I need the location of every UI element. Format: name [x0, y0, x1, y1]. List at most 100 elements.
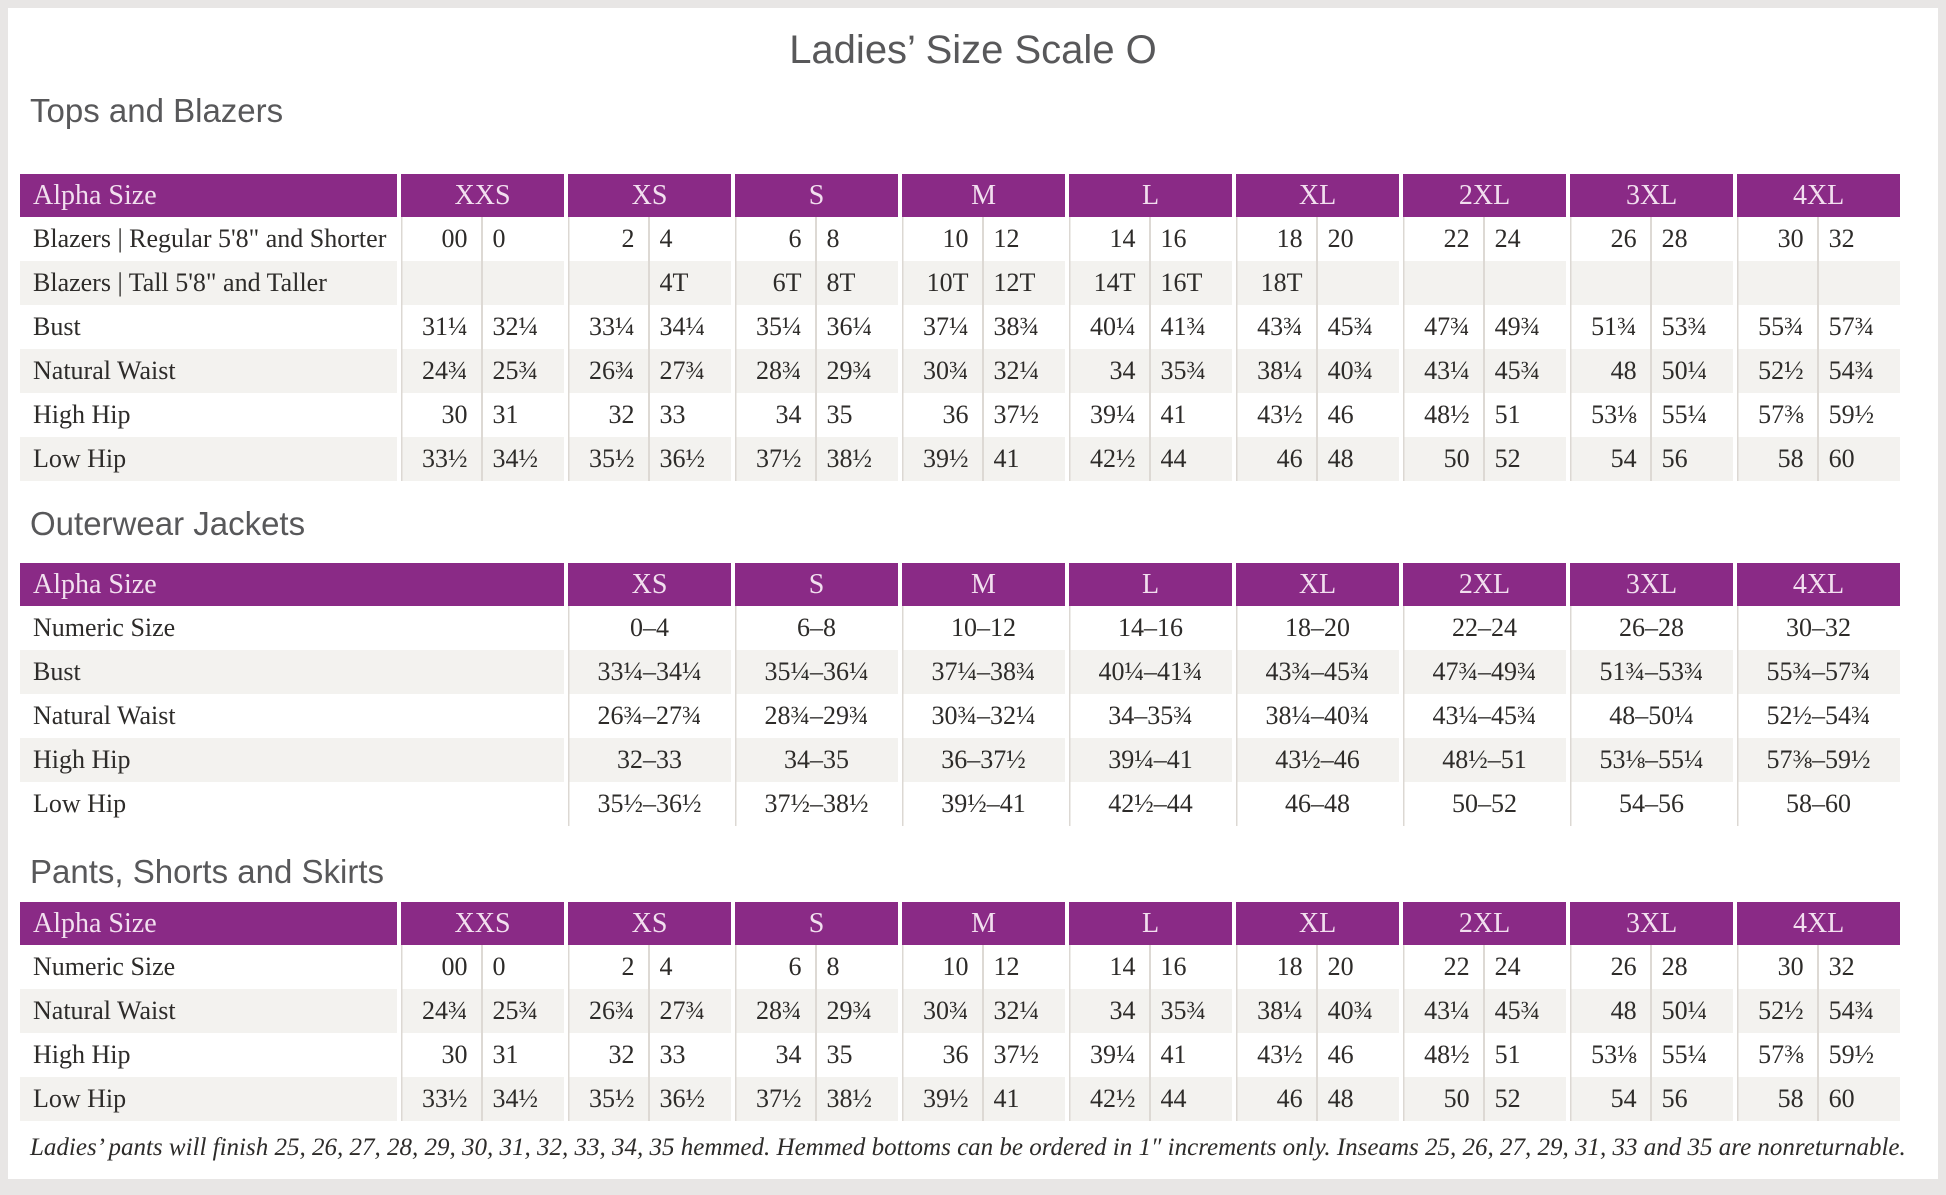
- size-value-cell: 8: [814, 217, 899, 261]
- size-value-cell: 27¾: [647, 349, 732, 393]
- size-value-cell: [1566, 261, 1650, 305]
- size-value-cell: 52: [1482, 1077, 1567, 1121]
- size-value-cell: 8T: [814, 261, 899, 305]
- size-value-cell: 45¾: [1315, 305, 1400, 349]
- size-value-cell: 33½: [397, 437, 481, 481]
- size-value-cell: 32: [564, 1033, 648, 1077]
- size-value-cell: 48½–51: [1399, 738, 1566, 782]
- size-value-cell: 48½: [1399, 1033, 1483, 1077]
- size-value-cell: 31¼: [397, 305, 481, 349]
- size-value-cell: 52: [1482, 437, 1567, 481]
- size-value-cell: 38¼–40¾: [1232, 694, 1399, 738]
- size-value-cell: 49¾: [1482, 305, 1567, 349]
- size-value-cell: 50¼: [1649, 349, 1734, 393]
- size-value-cell: 28: [1649, 217, 1734, 261]
- size-value-cell: 32: [564, 393, 648, 437]
- size-column-header: L: [1065, 902, 1233, 945]
- size-value-cell: 34¼: [647, 305, 732, 349]
- size-value-cell: 45¾: [1482, 349, 1567, 393]
- size-value-cell: 47¾: [1399, 305, 1483, 349]
- size-value-cell: 34½: [480, 1077, 565, 1121]
- size-value-cell: 30: [397, 393, 481, 437]
- size-value-cell: 39¼: [1065, 1033, 1149, 1077]
- size-value-cell: 37½–38½: [731, 782, 898, 826]
- size-value-cell: 35: [814, 1033, 899, 1077]
- row-label: Bust: [33, 312, 81, 341]
- size-value-cell: 38½: [814, 437, 899, 481]
- size-value-cell: 36½: [647, 1077, 732, 1121]
- size-value-cell: 48: [1315, 1077, 1400, 1121]
- size-value-cell: 34½: [480, 437, 565, 481]
- size-value-cell: 54–56: [1566, 782, 1733, 826]
- size-value-cell: 0: [480, 945, 565, 989]
- size-value-cell: 26: [1566, 217, 1650, 261]
- size-value-cell: 24: [1482, 217, 1567, 261]
- size-value-cell: 14: [1065, 945, 1149, 989]
- size-value-cell: 32¼: [981, 349, 1066, 393]
- size-value-cell: 43¾–45¾: [1232, 650, 1399, 694]
- size-value-cell: 2: [564, 217, 648, 261]
- table-row: Natural Waist 24¾ 25¾ 26¾ 27¾ 28¾ 29¾ 30¾ 32¼ 34 3…: [20, 989, 1901, 1033]
- size-value-cell: [1482, 261, 1567, 305]
- size-value-cell: 48: [1566, 349, 1650, 393]
- size-value-cell: 0–4: [564, 606, 731, 650]
- size-column-header: M: [898, 902, 1066, 945]
- heading-pants-shorts-skirts: Pants, Shorts and Skirts: [30, 853, 384, 890]
- size-value-cell: 43½: [1232, 393, 1316, 437]
- size-value-cell: 37¼–38¾: [898, 650, 1065, 694]
- size-value-cell: 24¾: [397, 349, 481, 393]
- alpha-size-header: Alpha Size: [20, 563, 564, 606]
- size-value-cell: 60: [1816, 437, 1901, 481]
- row-label: Bust: [33, 657, 81, 686]
- size-value-cell: [1733, 261, 1817, 305]
- size-value-cell: 36: [898, 393, 982, 437]
- size-value-cell: 20: [1315, 945, 1400, 989]
- size-value-cell: 24¾: [397, 989, 481, 1033]
- size-value-cell: 39½: [898, 437, 982, 481]
- size-value-cell: 58–60: [1733, 782, 1900, 826]
- size-value-cell: 51: [1482, 393, 1567, 437]
- size-value-cell: 55¼: [1649, 393, 1734, 437]
- size-value-cell: 43¼: [1399, 989, 1483, 1033]
- size-column-header: XS: [564, 902, 732, 945]
- size-value-cell: 46: [1232, 1077, 1316, 1121]
- size-column-header: 3XL: [1566, 563, 1733, 606]
- size-value-cell: 29¾: [814, 349, 899, 393]
- table-row: Low Hip 33½ 34½ 35½ 36½ 37½ 38½ 39½ 41 42½ 44 46 48 5…: [20, 1077, 1901, 1121]
- size-value-cell: 52½–54¾: [1733, 694, 1900, 738]
- size-value-cell: 24: [1482, 945, 1567, 989]
- row-label: Natural Waist: [33, 356, 176, 385]
- size-value-cell: 59½: [1816, 1033, 1901, 1077]
- size-value-cell: 00: [397, 217, 481, 261]
- footnote-text: Ladies’ pants will finish 25, 26, 27, 28…: [30, 1134, 1906, 1161]
- size-value-cell: 22: [1399, 217, 1483, 261]
- size-value-cell: 42½: [1065, 437, 1149, 481]
- size-value-cell: 58: [1733, 1077, 1817, 1121]
- size-value-cell: 31: [480, 393, 565, 437]
- size-column-header: 2XL: [1399, 174, 1567, 217]
- size-value-cell: 51¾–53¾: [1566, 650, 1733, 694]
- size-value-cell: 22: [1399, 945, 1483, 989]
- size-value-cell: 43¼–45¾: [1399, 694, 1566, 738]
- size-value-cell: 12: [981, 217, 1066, 261]
- table-row: Numeric Size 00 0 2 4 6 8 10 12 14 16 18 20 22 24 26 28 3…: [20, 945, 1900, 989]
- size-value-cell: 35¾: [1148, 989, 1233, 1033]
- heading-tops-and-blazers: Tops and Blazers: [30, 92, 284, 129]
- size-value-cell: 34–35¾: [1065, 694, 1232, 738]
- size-value-cell: 28¾: [731, 349, 815, 393]
- size-value-cell: 29¾: [814, 989, 899, 1033]
- size-value-cell: 14: [1065, 217, 1149, 261]
- size-value-cell: [1315, 261, 1400, 305]
- size-value-cell: 28¾–29¾: [731, 694, 898, 738]
- size-value-cell: 34–35: [731, 738, 898, 782]
- size-column-header: 2XL: [1399, 902, 1567, 945]
- size-value-cell: 26¾: [564, 349, 648, 393]
- size-value-cell: 38¼: [1232, 349, 1316, 393]
- size-value-cell: 53¾: [1649, 305, 1734, 349]
- size-value-cell: 44: [1148, 437, 1233, 481]
- size-value-cell: 00: [397, 945, 481, 989]
- size-value-cell: 10: [898, 945, 982, 989]
- size-column-header: XL: [1232, 563, 1399, 606]
- size-value-cell: 56: [1649, 437, 1734, 481]
- size-value-cell: 18: [1232, 945, 1316, 989]
